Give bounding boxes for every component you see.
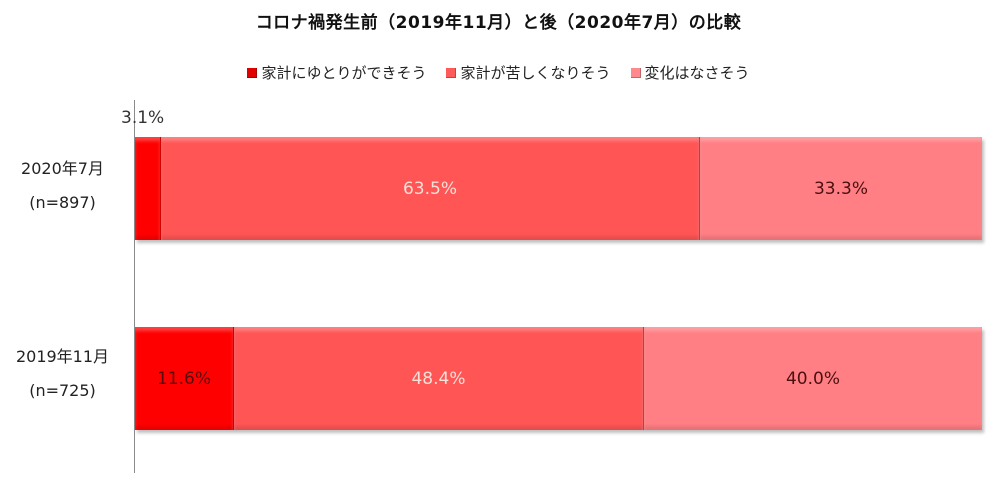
legend-swatch-icon (446, 67, 457, 78)
data-label-outside: 3.1% (121, 108, 165, 128)
legend-label: 家計が苦しくなりそう (460, 64, 611, 82)
bar-segment-kurushiku: 63.5% (161, 137, 700, 240)
bar-segment-yutori: 11.6% (135, 327, 234, 430)
category-sample-size: (n=897) (29, 193, 96, 212)
legend-label: 変化はなさそう (644, 64, 750, 82)
category-axis-line (134, 100, 135, 473)
bar-segment-henka-nashi: 33.3% (700, 137, 982, 240)
legend-swatch-icon (630, 67, 641, 78)
legend-item-kurushiku: 家計が苦しくなりそう (446, 62, 611, 83)
legend-item-henka-nashi: 変化はなさそう (630, 62, 750, 83)
data-label: 33.3% (813, 178, 868, 199)
data-label: 63.5% (402, 178, 457, 199)
category-name: 2020年7月 (21, 159, 104, 178)
bar-segment-yutori (135, 137, 161, 240)
bar-2019-11: 11.6% 48.4% 40.0% (135, 327, 982, 430)
category-label-2020-07: 2020年7月 (n=897) (0, 152, 125, 220)
legend-item-yutori: 家計にゆとりができそう (247, 62, 426, 83)
bar-segment-henka-nashi: 40.0% (644, 327, 982, 430)
chart-legend: 家計にゆとりができそう 家計が苦しくなりそう 変化はなさそう (0, 62, 997, 83)
data-label: 40.0% (785, 368, 840, 389)
data-label: 11.6% (156, 368, 211, 389)
category-label-2019-11: 2019年11月 (n=725) (0, 340, 125, 408)
category-sample-size: (n=725) (29, 381, 96, 400)
legend-label: 家計にゆとりができそう (261, 64, 427, 82)
chart-title: コロナ禍発生前（2019年11月）と後（2020年7月）の比較 (255, 13, 742, 33)
bar-2020-07: 63.5% 33.3% (135, 137, 982, 240)
category-name: 2019年11月 (15, 347, 110, 366)
legend-swatch-icon (247, 67, 258, 78)
bar-segment-kurushiku: 48.4% (234, 327, 644, 430)
data-label: 48.4% (411, 368, 466, 389)
